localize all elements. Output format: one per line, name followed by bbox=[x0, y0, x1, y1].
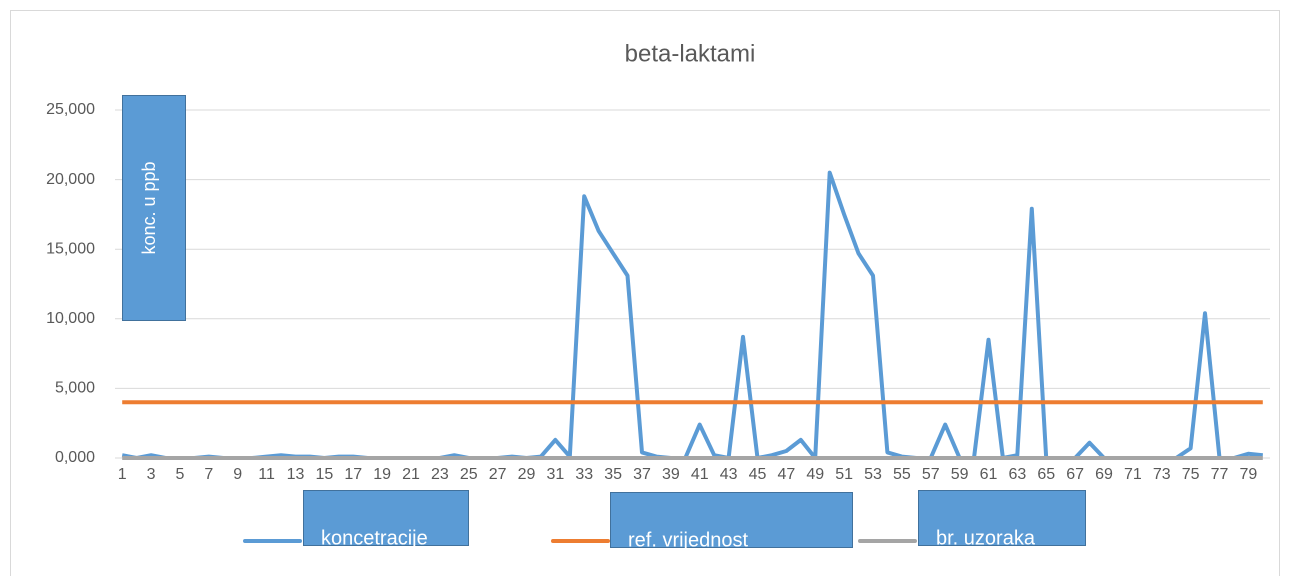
legend-label: br. uzoraka bbox=[936, 527, 1036, 549]
x-tick-label: 27 bbox=[489, 466, 507, 483]
x-tick-label: 37 bbox=[633, 466, 651, 483]
x-tick-label: 31 bbox=[546, 466, 564, 483]
x-tick-label: 41 bbox=[691, 466, 709, 483]
y-tick-label: 5,000 bbox=[55, 380, 95, 397]
x-tick-label: 75 bbox=[1182, 466, 1200, 483]
x-tick-label: 77 bbox=[1211, 466, 1229, 483]
x-tick-label: 33 bbox=[575, 466, 593, 483]
legend-label: koncetracije bbox=[321, 527, 428, 549]
x-tick-label: 55 bbox=[893, 466, 911, 483]
chart-title: beta-laktami bbox=[625, 40, 756, 67]
x-tick-label: 71 bbox=[1124, 466, 1142, 483]
y-tick-label: 0,000 bbox=[55, 449, 95, 466]
x-tick-label: 19 bbox=[373, 466, 391, 483]
x-tick-label: 7 bbox=[204, 466, 213, 483]
x-tick-label: 79 bbox=[1239, 466, 1257, 483]
x-tick-label: 17 bbox=[344, 466, 362, 483]
x-tick-label: 61 bbox=[980, 466, 998, 483]
x-tick-label: 3 bbox=[147, 466, 156, 483]
x-tick-label: 59 bbox=[951, 466, 969, 483]
legend-box bbox=[918, 490, 1086, 546]
x-tick-label: 39 bbox=[662, 466, 680, 483]
legend-box bbox=[610, 492, 853, 548]
x-tick-label: 23 bbox=[431, 466, 449, 483]
x-tick-label: 9 bbox=[233, 466, 242, 483]
x-tick-label: 65 bbox=[1037, 466, 1055, 483]
y-label-box bbox=[122, 95, 186, 321]
x-tick-label: 57 bbox=[922, 466, 940, 483]
x-tick-label: 73 bbox=[1153, 466, 1171, 483]
x-tick-label: 13 bbox=[287, 466, 305, 483]
x-tick-label: 69 bbox=[1095, 466, 1113, 483]
x-tick-label: 67 bbox=[1066, 466, 1084, 483]
x-tick-label: 5 bbox=[176, 466, 185, 483]
x-tick-label: 43 bbox=[720, 466, 738, 483]
x-tick-label: 45 bbox=[749, 466, 767, 483]
x-tick-label: 49 bbox=[806, 466, 824, 483]
x-tick-label: 15 bbox=[315, 466, 333, 483]
x-tick-label: 53 bbox=[864, 466, 882, 483]
y-tick-label: 25,000 bbox=[46, 101, 95, 118]
legend-label: ref. vrijednost bbox=[628, 529, 748, 551]
y-tick-label: 10,000 bbox=[46, 310, 95, 327]
x-tick-label: 1 bbox=[118, 466, 127, 483]
y-tick-label: 15,000 bbox=[46, 240, 95, 257]
x-tick-label: 11 bbox=[258, 466, 275, 483]
x-tick-label: 35 bbox=[604, 466, 622, 483]
legend-box bbox=[303, 490, 469, 546]
y-axis-label: konc. u ppb bbox=[139, 161, 159, 254]
x-tick-label: 25 bbox=[460, 466, 478, 483]
x-tick-label: 47 bbox=[777, 466, 795, 483]
x-tick-label: 21 bbox=[402, 466, 420, 483]
chart-border bbox=[10, 10, 1280, 576]
x-tick-label: 63 bbox=[1008, 466, 1026, 483]
y-tick-label: 20,000 bbox=[46, 171, 95, 188]
x-tick-label: 29 bbox=[518, 466, 536, 483]
x-tick-label: 51 bbox=[835, 466, 853, 483]
